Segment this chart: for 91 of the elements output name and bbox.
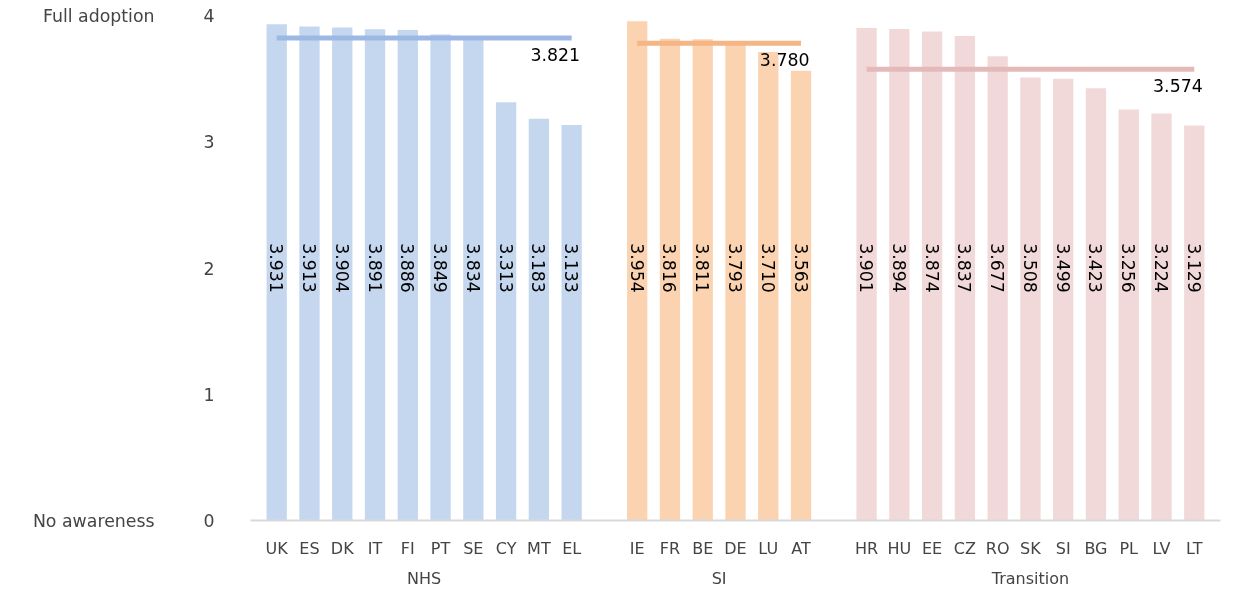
x-tick-label: ES [299, 538, 320, 558]
bar [1184, 125, 1205, 521]
x-tick-label: HR [855, 538, 879, 558]
data-label: 3.837 [954, 243, 975, 293]
data-label: 3.183 [528, 243, 549, 293]
x-tick-label: HU [887, 538, 912, 558]
data-label: 3.677 [987, 243, 1008, 293]
data-label: 3.874 [921, 243, 942, 293]
bar [790, 70, 812, 521]
y-tick-label: 1 [203, 384, 215, 405]
data-label: 3.710 [757, 243, 778, 293]
text: SI [711, 568, 727, 588]
data-label: 3.508 [1019, 243, 1040, 293]
bar [397, 29, 418, 521]
data-label: 3.793 [725, 243, 745, 293]
bar [627, 21, 648, 521]
x-tick-label: MT [527, 538, 551, 558]
bar [987, 56, 1008, 521]
data-label: 3.499 [1052, 243, 1073, 293]
bar [495, 102, 517, 521]
data-label: 3.954 [626, 243, 647, 293]
bar [364, 29, 386, 521]
x-tick-label: FR [659, 538, 681, 558]
bar [1151, 113, 1172, 521]
bar [659, 38, 681, 521]
data-label: 3.563 [790, 243, 811, 293]
x-tick-label: SE [463, 538, 484, 558]
data-label: 3.834 [462, 243, 483, 293]
text: Transition [990, 568, 1070, 588]
bar [332, 27, 353, 521]
data-label: 3.904 [331, 243, 352, 293]
y-tick-label: 3 [203, 132, 215, 153]
bar [856, 28, 877, 521]
data-label: 3.780 [759, 50, 810, 71]
data-label: 3.811 [692, 243, 713, 293]
data-label: 3.901 [856, 243, 877, 293]
x-tick-label: IT [367, 538, 383, 558]
data-label: 3.256 [1118, 243, 1139, 293]
data-label: 3.886 [397, 243, 418, 293]
x-tick-label: LV [1152, 538, 1171, 558]
x-tick-label: CZ [953, 538, 976, 558]
data-label: 3.849 [430, 243, 451, 293]
bar [1053, 78, 1074, 521]
x-tick-label: SK [1020, 538, 1042, 558]
bar [1118, 109, 1139, 521]
bar [692, 39, 713, 521]
bar [1020, 77, 1041, 521]
x-tick-label: BE [692, 538, 714, 558]
bar [921, 31, 943, 521]
x-tick-label: PT [430, 538, 451, 558]
bar [889, 28, 910, 521]
bar [430, 34, 451, 521]
data-label: 3.913 [298, 243, 319, 293]
x-tick-label: DK [330, 538, 355, 558]
data-label: 3.224 [1151, 243, 1172, 293]
y-tick-label: 2 [203, 258, 215, 279]
x-tick-label: UK [265, 538, 289, 558]
x-tick-label: LU [758, 538, 779, 558]
x-tick-label: EL [562, 538, 582, 558]
x-tick-label: AT [791, 538, 812, 558]
data-label: 3.574 [1153, 76, 1203, 97]
text: NHS [407, 568, 442, 588]
x-tick-label: SI [1055, 538, 1071, 558]
data-label: 3.816 [659, 243, 680, 293]
bar [954, 36, 976, 521]
data-label: 3.931 [266, 243, 287, 293]
bar [1085, 88, 1107, 521]
x-tick-label: DE [724, 538, 747, 558]
data-label: 3.891 [364, 243, 385, 293]
bar [528, 118, 550, 521]
y-tick-label: 4 [203, 6, 215, 26]
data-label: 3.133 [561, 243, 582, 293]
x-tick-label: FI [400, 538, 415, 558]
x-tick-label: LT [1186, 538, 1203, 558]
x-tick-label: PL [1119, 538, 1139, 558]
data-label: 3.821 [530, 45, 581, 66]
data-label: 3.894 [888, 243, 909, 293]
x-tick-label: BG [1084, 538, 1108, 558]
text: No awareness [32, 510, 155, 531]
x-tick-label: EE [922, 538, 943, 558]
y-tick-label: 0 [203, 511, 215, 531]
x-tick-label: RO [985, 538, 1010, 558]
bar [266, 24, 287, 521]
bar [561, 124, 582, 521]
bar [299, 26, 320, 521]
data-label: 3.423 [1085, 243, 1106, 293]
data-label: 3.313 [495, 243, 516, 293]
data-label: 3.129 [1183, 243, 1204, 293]
x-tick-label: CY [495, 538, 517, 558]
text: Full adoption [42, 5, 155, 26]
x-tick-label: IE [629, 538, 645, 558]
